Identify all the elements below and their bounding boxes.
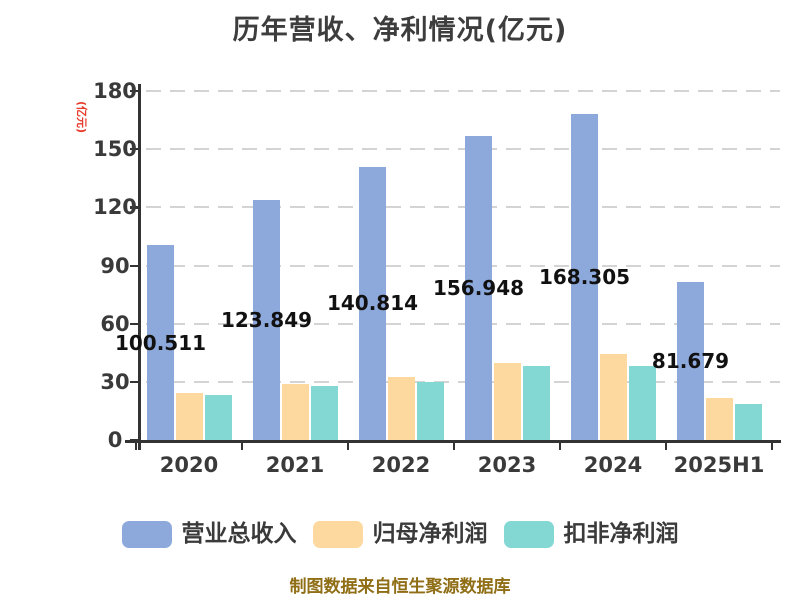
- x-tick: [665, 442, 668, 450]
- gridline: [146, 148, 780, 151]
- bar-2021-series2: [310, 386, 338, 440]
- bar-value-label: 156.948: [432, 275, 525, 300]
- y-tick: [130, 90, 138, 93]
- bar-2020-series0: [147, 245, 174, 440]
- y-tick-label: 180: [93, 79, 137, 103]
- x-tick-label: 2022: [371, 453, 431, 477]
- legend-swatch-deducted-profit: [503, 521, 554, 548]
- bar-value-label: 123.849: [220, 307, 313, 332]
- bar-2023-series1: [493, 362, 521, 440]
- bar-2020-series1: [175, 393, 203, 440]
- y-tick-label: 30: [100, 369, 130, 394]
- legend-item-deducted-profit: 扣非净利润: [503, 521, 679, 548]
- bar-2022-series0: [359, 166, 386, 440]
- y-tick: [130, 380, 138, 384]
- gridline: [146, 264, 780, 267]
- legend-label-net-profit: 归母净利润: [372, 521, 488, 547]
- x-tick: [771, 442, 774, 450]
- gridline: [146, 322, 780, 325]
- y-tick: [130, 264, 138, 267]
- gridline: [146, 380, 780, 383]
- bar-2024-series1: [599, 353, 627, 440]
- bar-2023-series2: [522, 366, 550, 440]
- bar-2022-series2: [416, 382, 444, 440]
- legend-label-deducted-profit: 扣非净利润: [563, 521, 679, 547]
- bar-value-label: 140.814: [326, 291, 419, 316]
- gridline: [146, 206, 780, 209]
- legend: 营业总收入 归母净利润 扣非净利润: [0, 521, 800, 548]
- x-tick: [347, 442, 350, 450]
- bar-2024-series0: [571, 113, 598, 440]
- x-tick: [559, 442, 562, 450]
- bar-2021-series0: [253, 199, 280, 440]
- x-tick: [135, 442, 138, 450]
- y-axis-line: [138, 84, 141, 450]
- y-tick: [130, 148, 138, 151]
- chart-title: 历年营收、净利情况(亿元): [232, 15, 568, 46]
- bar-2021-series1: [281, 383, 309, 440]
- bar-2025H1-series2: [734, 403, 762, 440]
- legend-label-revenue: 营业总收入: [181, 521, 297, 547]
- y-tick: [130, 439, 138, 442]
- bar-value-label: 100.511: [114, 330, 207, 355]
- y-tick-label: 120: [93, 195, 137, 220]
- x-tick: [241, 442, 244, 450]
- x-tick-label: 2020: [159, 453, 219, 477]
- bar-2023-series0: [465, 135, 492, 440]
- y-tick-label: 0: [107, 428, 123, 452]
- bar-value-label: 81.679: [651, 348, 730, 373]
- legend-item-revenue: 营业总收入: [121, 521, 297, 548]
- x-tick-label: 2025H1: [673, 453, 765, 477]
- x-axis-line: [125, 440, 781, 443]
- legend-item-net-profit: 归母净利润: [312, 521, 488, 548]
- bar-2020-series2: [204, 395, 232, 440]
- x-tick-label: 2023: [477, 453, 537, 477]
- x-tick-label: 2021: [265, 453, 325, 477]
- y-axis-title: (亿元): [75, 100, 88, 134]
- bar-2022-series1: [387, 377, 415, 440]
- y-tick-label: 90: [100, 253, 130, 278]
- bar-2024-series2: [628, 365, 656, 440]
- x-tick: [453, 442, 456, 450]
- y-tick-label: 150: [93, 137, 137, 162]
- legend-swatch-revenue: [121, 521, 172, 548]
- x-tick-label: 2024: [583, 453, 643, 477]
- gridline: [146, 90, 780, 92]
- bar-2025H1-series0: [677, 281, 704, 440]
- legend-swatch-net-profit: [312, 521, 363, 548]
- bar-value-label: 168.305: [538, 264, 631, 289]
- y-tick: [130, 206, 138, 209]
- bar-2025H1-series1: [705, 398, 733, 440]
- data-source-note: 制图数据来自恒生聚源数据库: [289, 577, 511, 597]
- y-tick-label: 60: [100, 311, 130, 336]
- y-tick: [130, 322, 138, 325]
